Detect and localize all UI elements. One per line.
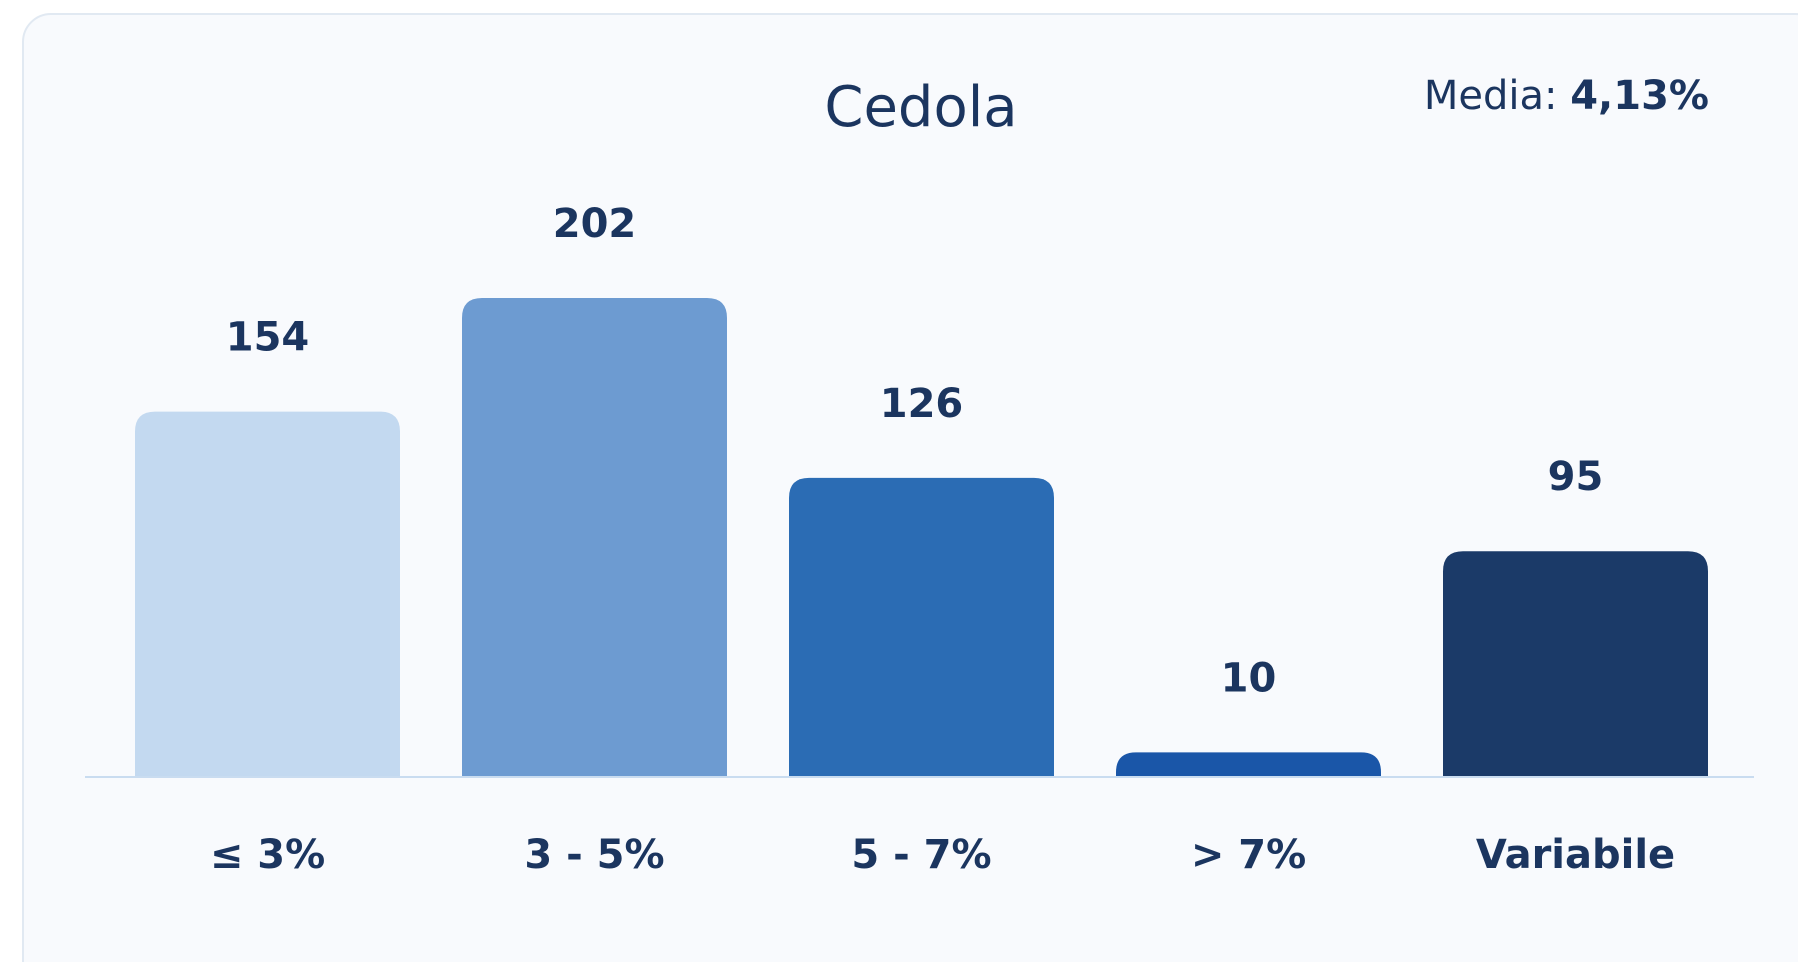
- bar: [789, 477, 1054, 776]
- x-tick-label: 3 - 5%: [524, 832, 664, 878]
- value-label: 126: [880, 381, 964, 427]
- bar: [135, 411, 400, 776]
- bar: [1443, 551, 1708, 776]
- chart-title: Cedola: [824, 75, 1017, 140]
- value-label: 154: [226, 315, 310, 361]
- bar: [462, 298, 727, 776]
- x-tick-label: 5 - 7%: [851, 832, 991, 878]
- value-label: 10: [1221, 655, 1277, 701]
- x-tick-label: ≤ 3%: [210, 832, 325, 878]
- annotation-value: 4,13%: [1570, 73, 1709, 119]
- annotation: Media: 4,13%: [1424, 73, 1709, 119]
- annotation-label: Media:: [1424, 73, 1558, 119]
- value-label: 95: [1548, 454, 1604, 500]
- value-label: 202: [553, 201, 637, 247]
- x-tick-label: > 7%: [1191, 832, 1306, 878]
- x-tick-label: Variabile: [1476, 832, 1675, 878]
- bar: [1116, 752, 1381, 776]
